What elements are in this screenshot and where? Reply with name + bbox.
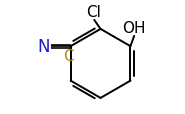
Text: OH: OH bbox=[122, 21, 146, 36]
Text: N: N bbox=[38, 38, 50, 56]
Text: C: C bbox=[63, 48, 73, 63]
Text: Cl: Cl bbox=[86, 5, 101, 20]
